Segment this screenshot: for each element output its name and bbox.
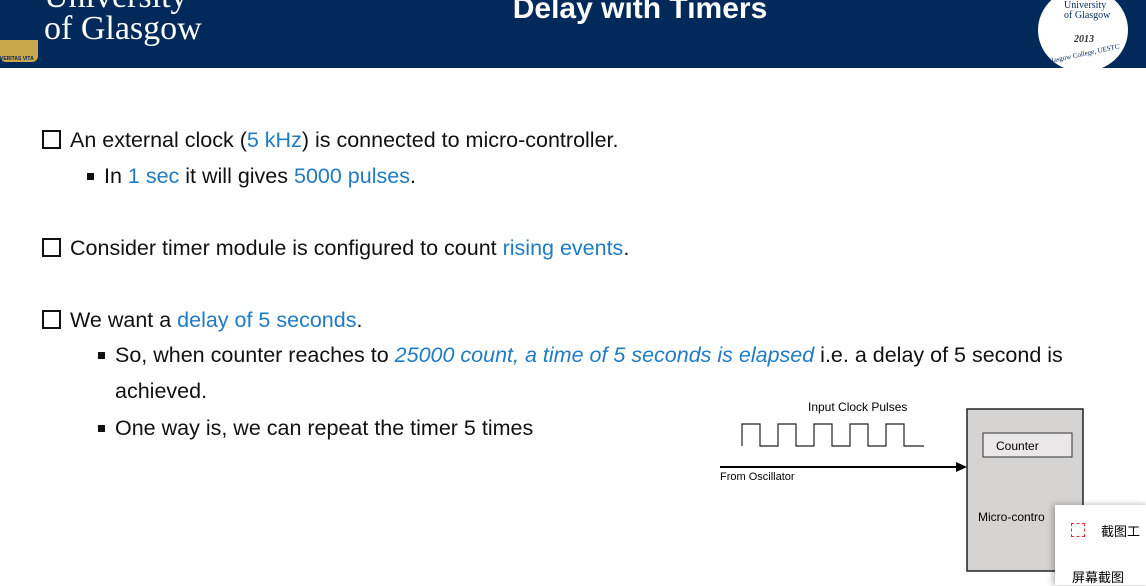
sub-bullet-marker — [98, 352, 105, 359]
text-run: We want a — [70, 308, 178, 332]
logo-text: of Glasgow — [44, 10, 202, 47]
text-run: it will gives — [179, 164, 294, 188]
badge-text: of Glasgow — [1064, 10, 1111, 21]
menu-item[interactable]: 屏幕截图 — [1072, 571, 1125, 586]
menu-icon — [1071, 523, 1085, 537]
arrow-head — [956, 462, 967, 472]
text-run: 5 kHz — [246, 128, 302, 152]
badge-text: University — [1064, 0, 1107, 11]
text-run: In — [104, 164, 128, 188]
text-run: An external clock ( — [70, 128, 247, 152]
diagram-label: From Oscillator — [720, 471, 795, 483]
context-menu: 截图工 屏幕截图 — [1055, 505, 1146, 586]
text-run: 1 sec — [127, 164, 180, 188]
diagram-label: Counter — [996, 439, 1039, 453]
badge-ring: Glasgow College, UESTC — [1045, 42, 1121, 66]
checkbox — [42, 130, 61, 149]
logo-text: University — [44, 0, 188, 16]
sub-bullet-marker — [87, 173, 94, 180]
diagram-label: Micro-contro — [978, 510, 1045, 524]
text-run: . — [409, 164, 416, 188]
checkbox — [42, 310, 61, 329]
sub-bullet-text: In 1 sec it will gives 5000 pulses. — [104, 158, 1140, 194]
diagram: Input Clock Pulses From Oscillator Count… — [712, 380, 1092, 579]
text-run: i.e. a delay of 5 second is achieved. — [115, 343, 1063, 403]
counter-box — [982, 432, 1073, 458]
text-run: One way is, we can repeat the timer 5 ti… — [115, 416, 534, 440]
text-run: delay of 5 seconds — [177, 308, 357, 332]
sub-bullet-marker — [98, 425, 105, 432]
text-run: 25000 count, a time of 5 seconds is elap… — [394, 343, 815, 367]
text-run: Consider timer module is configured to c… — [70, 236, 503, 260]
bullet-text: We want a delay of 5 seconds. — [70, 302, 362, 338]
diagram-art — [720, 408, 1084, 572]
sub-bullet-text: So, when counter reaches to 25000 count,… — [115, 337, 1140, 409]
text-run: 5000 pulses — [294, 164, 410, 188]
header-band: University of Glasgow VERITAS VITA Delay… — [0, 0, 1146, 72]
text-run: rising events — [502, 236, 624, 260]
sub-bullet-text: One way is, we can repeat the timer 5 ti… — [115, 410, 1140, 446]
logo-motto: VERITAS VITA — [0, 56, 34, 62]
bullet-text: Consider timer module is configured to c… — [70, 230, 629, 266]
slide-title: Delay with Timers — [512, 0, 768, 25]
badge-year: 2013 — [1074, 34, 1094, 45]
menu-item[interactable]: 截图工 — [1101, 525, 1141, 540]
diagram-label: Input Clock Pulses — [808, 400, 908, 414]
bullet-text: An external clock (5 kHz) is connected t… — [70, 122, 618, 158]
pulse-wave — [741, 423, 924, 447]
crest — [0, 40, 38, 62]
text-run: . — [623, 236, 630, 260]
badge: University of Glasgow 2013 Glasgow Colle… — [1038, 0, 1128, 72]
checkbox — [42, 238, 61, 257]
text-run: So, when counter reaches to — [115, 343, 395, 367]
text-run: ) is connected to micro-controller. — [301, 128, 619, 152]
text-run: . — [356, 308, 363, 332]
